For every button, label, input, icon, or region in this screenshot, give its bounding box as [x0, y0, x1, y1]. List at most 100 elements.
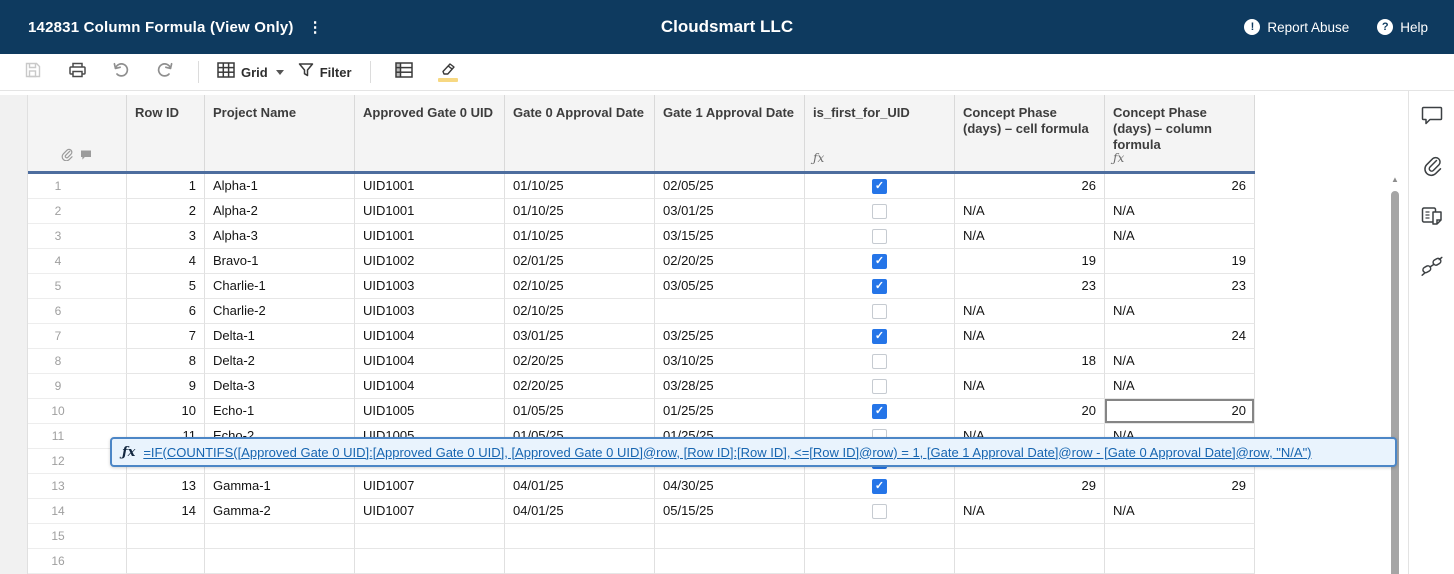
checkbox-checked-icon[interactable]: ✓	[872, 254, 887, 269]
highlight-format-button[interactable]	[427, 58, 469, 86]
cell-row-id[interactable]	[127, 549, 205, 574]
row-number[interactable]: 15	[28, 524, 127, 549]
cell-gate1[interactable]: 02/05/25	[655, 174, 805, 199]
row-number[interactable]: 14	[28, 499, 127, 524]
checkbox-checked-icon[interactable]: ✓	[872, 404, 887, 419]
cell-checked[interactable]	[805, 374, 955, 399]
checkbox-unchecked-icon[interactable]	[872, 354, 887, 369]
column-header-project-name[interactable]: Project Name	[205, 95, 355, 171]
column-header-concept-phase-cell-formula[interactable]: Concept Phase (days) – cell formula	[955, 95, 1105, 171]
cell-uid[interactable]: UID1004	[355, 349, 505, 374]
row-number[interactable]: 3	[28, 224, 127, 249]
cell-cell-formula[interactable]: 29	[955, 474, 1105, 499]
checkbox-checked-icon[interactable]: ✓	[872, 179, 887, 194]
cell-project[interactable]: Echo-1	[205, 399, 355, 424]
checkbox-unchecked-icon[interactable]	[872, 229, 887, 244]
cell-column-formula[interactable]: N/A	[1105, 499, 1255, 524]
cell-column-formula[interactable]: N/A	[1105, 224, 1255, 249]
cell-checked[interactable]: ✓	[805, 174, 955, 199]
cell-cell-formula[interactable]	[955, 549, 1105, 574]
cell-cell-formula[interactable]: N/A	[955, 224, 1105, 249]
cell-checked[interactable]: ✓	[805, 249, 955, 274]
cell-column-formula[interactable]	[1105, 549, 1255, 574]
scroll-up-arrow-icon[interactable]: ▲	[1391, 175, 1399, 184]
row-number[interactable]: 4	[28, 249, 127, 274]
cell-checked[interactable]: ✓	[805, 474, 955, 499]
cell-checked[interactable]: ✓	[805, 399, 955, 424]
row-number[interactable]: 10	[28, 399, 127, 424]
cell-gate0[interactable]: 03/01/25	[505, 324, 655, 349]
cell-uid[interactable]: UID1004	[355, 324, 505, 349]
cell-uid[interactable]	[355, 524, 505, 549]
row-number[interactable]: 1	[28, 174, 127, 199]
cell-gate1[interactable]: 03/25/25	[655, 324, 805, 349]
cell-column-formula[interactable]: N/A	[1105, 199, 1255, 224]
attachments-panel-button[interactable]	[1419, 155, 1445, 181]
cell-gate0[interactable]: 01/10/25	[505, 174, 655, 199]
cell-row-id[interactable]: 4	[127, 249, 205, 274]
cell-gate0[interactable]: 02/20/25	[505, 374, 655, 399]
row-number[interactable]: 9	[28, 374, 127, 399]
cell-gate0[interactable]	[505, 524, 655, 549]
cell-cell-formula[interactable]	[955, 524, 1105, 549]
cell-column-formula[interactable]: 20	[1105, 399, 1255, 424]
cell-uid[interactable]	[355, 549, 505, 574]
cell-gate0[interactable]: 01/10/25	[505, 199, 655, 224]
checkbox-checked-icon[interactable]: ✓	[872, 479, 887, 494]
cell-column-formula[interactable]: N/A	[1105, 374, 1255, 399]
cell-gate1[interactable]: 03/01/25	[655, 199, 805, 224]
cell-gate1[interactable]: 02/20/25	[655, 249, 805, 274]
connections-panel-button[interactable]	[1419, 255, 1445, 281]
cell-project[interactable]: Charlie-1	[205, 274, 355, 299]
cell-uid[interactable]: UID1007	[355, 474, 505, 499]
cell-uid[interactable]: UID1002	[355, 249, 505, 274]
cell-project[interactable]: Delta-3	[205, 374, 355, 399]
cell-cell-formula[interactable]: 26	[955, 174, 1105, 199]
checkbox-unchecked-icon[interactable]	[872, 204, 887, 219]
cell-column-formula[interactable]: 19	[1105, 249, 1255, 274]
checkbox-checked-icon[interactable]: ✓	[872, 329, 887, 344]
cell-project[interactable]: Alpha-3	[205, 224, 355, 249]
cell-column-formula[interactable]: N/A	[1105, 349, 1255, 374]
comments-panel-button[interactable]	[1419, 105, 1445, 131]
cell-gate0[interactable]: 04/01/25	[505, 499, 655, 524]
row-number[interactable]: 11	[28, 424, 127, 449]
row-number[interactable]: 16	[28, 549, 127, 574]
cell-gate1[interactable]	[655, 299, 805, 324]
cell-gate0[interactable]: 01/10/25	[505, 224, 655, 249]
cell-column-formula[interactable]: 23	[1105, 274, 1255, 299]
cell-project[interactable]: Alpha-1	[205, 174, 355, 199]
cell-column-formula[interactable]: 26	[1105, 174, 1255, 199]
column-header-is-first-for-uid[interactable]: is_first_for_UID ƒx	[805, 95, 955, 171]
cell-gate0[interactable]: 02/01/25	[505, 249, 655, 274]
cell-project[interactable]: Gamma-2	[205, 499, 355, 524]
row-number[interactable]: 13	[28, 474, 127, 499]
cell-checked[interactable]	[805, 299, 955, 324]
cell-gate1[interactable]	[655, 549, 805, 574]
cell-row-id[interactable]: 3	[127, 224, 205, 249]
cell-project[interactable]: Alpha-2	[205, 199, 355, 224]
cell-project[interactable]: Gamma-1	[205, 474, 355, 499]
column-header-row-id[interactable]: Row ID	[127, 95, 205, 171]
cell-gate1[interactable]: 01/25/25	[655, 399, 805, 424]
cell-gate0[interactable]: 02/10/25	[505, 299, 655, 324]
scrollbar-thumb[interactable]	[1391, 191, 1399, 574]
cell-uid[interactable]: UID1001	[355, 174, 505, 199]
checkbox-unchecked-icon[interactable]	[872, 504, 887, 519]
cell-cell-formula[interactable]: N/A	[955, 299, 1105, 324]
cell-uid[interactable]: UID1001	[355, 224, 505, 249]
cell-gate0[interactable]: 04/01/25	[505, 474, 655, 499]
column-header-concept-phase-column-formula[interactable]: Concept Phase (days) – column formula ƒx	[1105, 95, 1255, 171]
cell-uid[interactable]: UID1004	[355, 374, 505, 399]
cell-project[interactable]	[205, 549, 355, 574]
corner-header-cell[interactable]	[28, 95, 127, 171]
cell-cell-formula[interactable]: N/A	[955, 324, 1105, 349]
cell-row-id[interactable]: 9	[127, 374, 205, 399]
cell-gate1[interactable]: 05/15/25	[655, 499, 805, 524]
cell-cell-formula[interactable]: 18	[955, 349, 1105, 374]
format-rows-button[interactable]	[383, 58, 425, 86]
cell-gate1[interactable]: 03/05/25	[655, 274, 805, 299]
save-button[interactable]	[12, 58, 54, 86]
cell-gate1[interactable]: 04/30/25	[655, 474, 805, 499]
undo-button[interactable]	[100, 58, 142, 86]
